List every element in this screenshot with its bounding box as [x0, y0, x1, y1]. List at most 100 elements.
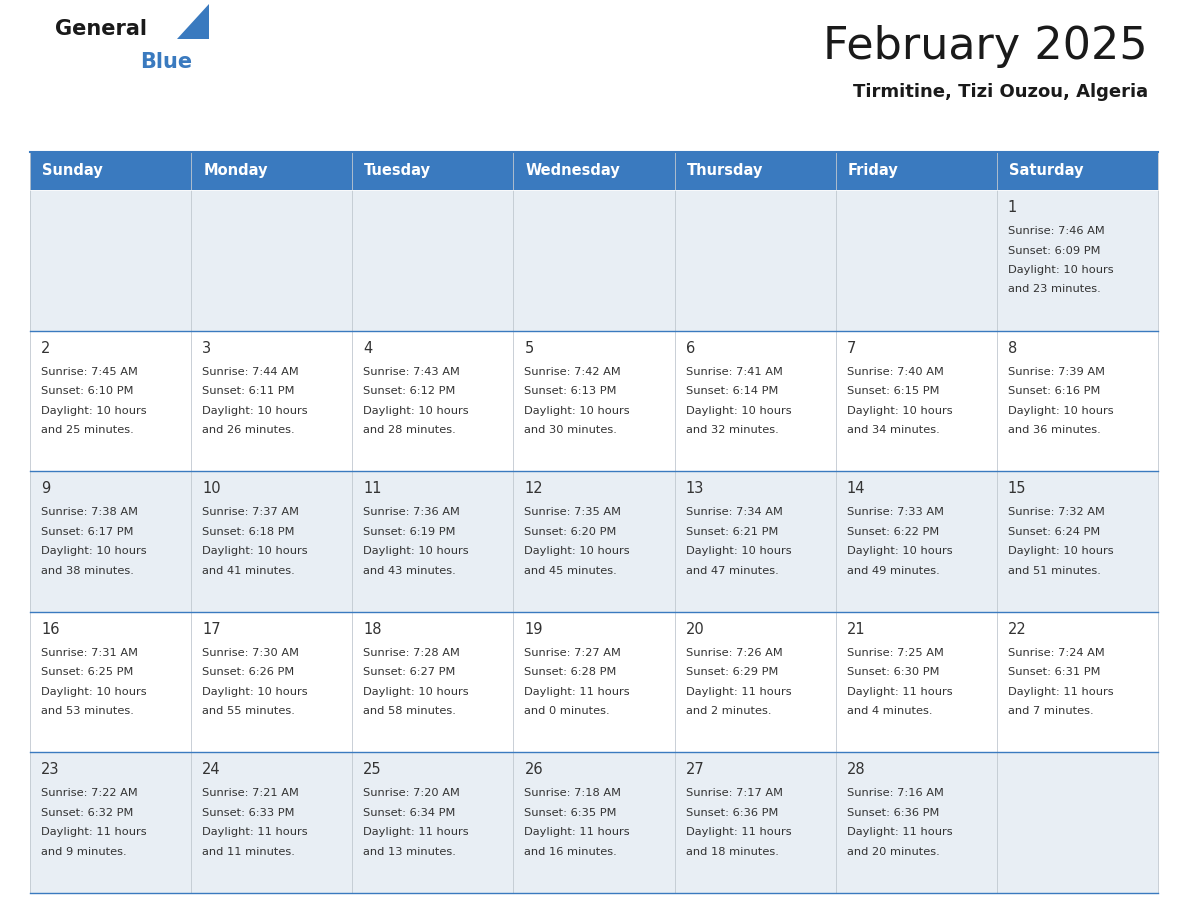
Text: Sunset: 6:18 PM: Sunset: 6:18 PM: [202, 527, 295, 537]
Text: Sunset: 6:13 PM: Sunset: 6:13 PM: [524, 386, 617, 396]
Text: 11: 11: [364, 481, 381, 497]
Text: 25: 25: [364, 763, 381, 778]
Text: Sunset: 6:36 PM: Sunset: 6:36 PM: [685, 808, 778, 818]
Text: Sunrise: 7:18 AM: Sunrise: 7:18 AM: [524, 789, 621, 799]
Text: Daylight: 10 hours: Daylight: 10 hours: [364, 687, 469, 697]
Text: Daylight: 10 hours: Daylight: 10 hours: [202, 406, 308, 416]
Text: Sunrise: 7:27 AM: Sunrise: 7:27 AM: [524, 648, 621, 658]
Text: 2: 2: [42, 341, 50, 355]
Text: Sunset: 6:14 PM: Sunset: 6:14 PM: [685, 386, 778, 396]
Text: Daylight: 11 hours: Daylight: 11 hours: [202, 827, 308, 837]
Text: and 9 minutes.: and 9 minutes.: [42, 847, 127, 856]
Text: Sunset: 6:19 PM: Sunset: 6:19 PM: [364, 527, 456, 537]
Text: Daylight: 11 hours: Daylight: 11 hours: [685, 687, 791, 697]
Text: Sunset: 6:30 PM: Sunset: 6:30 PM: [847, 667, 940, 677]
Text: Daylight: 10 hours: Daylight: 10 hours: [364, 546, 469, 556]
Text: Daylight: 10 hours: Daylight: 10 hours: [42, 687, 146, 697]
Text: Sunset: 6:25 PM: Sunset: 6:25 PM: [42, 667, 133, 677]
Text: Sunrise: 7:25 AM: Sunrise: 7:25 AM: [847, 648, 943, 658]
Text: and 30 minutes.: and 30 minutes.: [524, 425, 618, 435]
Text: Daylight: 10 hours: Daylight: 10 hours: [847, 406, 953, 416]
Text: Daylight: 10 hours: Daylight: 10 hours: [202, 687, 308, 697]
Text: and 23 minutes.: and 23 minutes.: [1007, 285, 1100, 295]
Text: 26: 26: [524, 763, 543, 778]
Text: Sunset: 6:33 PM: Sunset: 6:33 PM: [202, 808, 295, 818]
Text: 22: 22: [1007, 621, 1026, 637]
Text: Sunrise: 7:24 AM: Sunrise: 7:24 AM: [1007, 648, 1105, 658]
Text: and 51 minutes.: and 51 minutes.: [1007, 565, 1101, 576]
Text: Sunset: 6:28 PM: Sunset: 6:28 PM: [524, 667, 617, 677]
Text: Friday: Friday: [848, 163, 898, 178]
Text: Sunrise: 7:44 AM: Sunrise: 7:44 AM: [202, 366, 299, 376]
Text: Thursday: Thursday: [687, 163, 763, 178]
Text: and 36 minutes.: and 36 minutes.: [1007, 425, 1100, 435]
Text: Sunset: 6:17 PM: Sunset: 6:17 PM: [42, 527, 133, 537]
Text: 16: 16: [42, 621, 59, 637]
Text: Daylight: 10 hours: Daylight: 10 hours: [685, 546, 791, 556]
Text: Daylight: 10 hours: Daylight: 10 hours: [524, 406, 630, 416]
Text: and 28 minutes.: and 28 minutes.: [364, 425, 456, 435]
Text: Sunrise: 7:39 AM: Sunrise: 7:39 AM: [1007, 366, 1105, 376]
Text: and 18 minutes.: and 18 minutes.: [685, 847, 778, 856]
Text: Sunrise: 7:36 AM: Sunrise: 7:36 AM: [364, 508, 460, 517]
Bar: [30, 471, 1158, 611]
Text: Daylight: 11 hours: Daylight: 11 hours: [847, 687, 953, 697]
Text: Sunrise: 7:17 AM: Sunrise: 7:17 AM: [685, 789, 783, 799]
Text: Blue: Blue: [140, 52, 192, 72]
Text: Sunset: 6:36 PM: Sunset: 6:36 PM: [847, 808, 939, 818]
Text: 9: 9: [42, 481, 50, 497]
Text: Sunday: Sunday: [42, 163, 102, 178]
Text: General: General: [55, 19, 147, 39]
Text: and 53 minutes.: and 53 minutes.: [42, 706, 134, 716]
Text: 17: 17: [202, 621, 221, 637]
Text: and 4 minutes.: and 4 minutes.: [847, 706, 933, 716]
Text: Sunrise: 7:32 AM: Sunrise: 7:32 AM: [1007, 508, 1105, 517]
Bar: [30, 611, 1158, 753]
Text: Sunset: 6:15 PM: Sunset: 6:15 PM: [847, 386, 940, 396]
Text: and 11 minutes.: and 11 minutes.: [202, 847, 295, 856]
Text: Sunrise: 7:28 AM: Sunrise: 7:28 AM: [364, 648, 460, 658]
Text: Daylight: 11 hours: Daylight: 11 hours: [1007, 687, 1113, 697]
Text: Sunrise: 7:41 AM: Sunrise: 7:41 AM: [685, 366, 783, 376]
Bar: [30, 753, 1158, 893]
Text: and 7 minutes.: and 7 minutes.: [1007, 706, 1093, 716]
Text: Sunrise: 7:30 AM: Sunrise: 7:30 AM: [202, 648, 299, 658]
Text: 18: 18: [364, 621, 381, 637]
Text: and 25 minutes.: and 25 minutes.: [42, 425, 134, 435]
Text: Wednesday: Wednesday: [525, 163, 620, 178]
Text: and 13 minutes.: and 13 minutes.: [364, 847, 456, 856]
Text: and 47 minutes.: and 47 minutes.: [685, 565, 778, 576]
Text: 14: 14: [847, 481, 865, 497]
Text: and 26 minutes.: and 26 minutes.: [202, 425, 295, 435]
Text: 20: 20: [685, 621, 704, 637]
Text: 3: 3: [202, 341, 211, 355]
Text: Sunset: 6:11 PM: Sunset: 6:11 PM: [202, 386, 295, 396]
Text: 1: 1: [1007, 200, 1017, 215]
Text: Daylight: 11 hours: Daylight: 11 hours: [364, 827, 469, 837]
Text: Daylight: 10 hours: Daylight: 10 hours: [1007, 406, 1113, 416]
Text: 5: 5: [524, 341, 533, 355]
Text: Daylight: 11 hours: Daylight: 11 hours: [42, 827, 146, 837]
Text: Sunset: 6:34 PM: Sunset: 6:34 PM: [364, 808, 456, 818]
Text: and 32 minutes.: and 32 minutes.: [685, 425, 778, 435]
Text: Sunrise: 7:33 AM: Sunrise: 7:33 AM: [847, 508, 943, 517]
Text: Sunset: 6:12 PM: Sunset: 6:12 PM: [364, 386, 456, 396]
Text: and 38 minutes.: and 38 minutes.: [42, 565, 134, 576]
Text: Sunrise: 7:40 AM: Sunrise: 7:40 AM: [847, 366, 943, 376]
Bar: [30, 152, 1158, 190]
Text: Saturday: Saturday: [1009, 163, 1083, 178]
Text: February 2025: February 2025: [823, 25, 1148, 68]
Text: Daylight: 10 hours: Daylight: 10 hours: [524, 546, 630, 556]
Text: Sunrise: 7:34 AM: Sunrise: 7:34 AM: [685, 508, 783, 517]
Polygon shape: [177, 4, 209, 39]
Text: 19: 19: [524, 621, 543, 637]
Text: Sunrise: 7:42 AM: Sunrise: 7:42 AM: [524, 366, 621, 376]
Text: Daylight: 11 hours: Daylight: 11 hours: [847, 827, 953, 837]
Text: Tuesday: Tuesday: [365, 163, 431, 178]
Text: 21: 21: [847, 621, 865, 637]
Text: Sunset: 6:21 PM: Sunset: 6:21 PM: [685, 527, 778, 537]
Text: Sunrise: 7:22 AM: Sunrise: 7:22 AM: [42, 789, 138, 799]
Text: and 16 minutes.: and 16 minutes.: [524, 847, 618, 856]
Text: 28: 28: [847, 763, 865, 778]
Text: and 45 minutes.: and 45 minutes.: [524, 565, 618, 576]
